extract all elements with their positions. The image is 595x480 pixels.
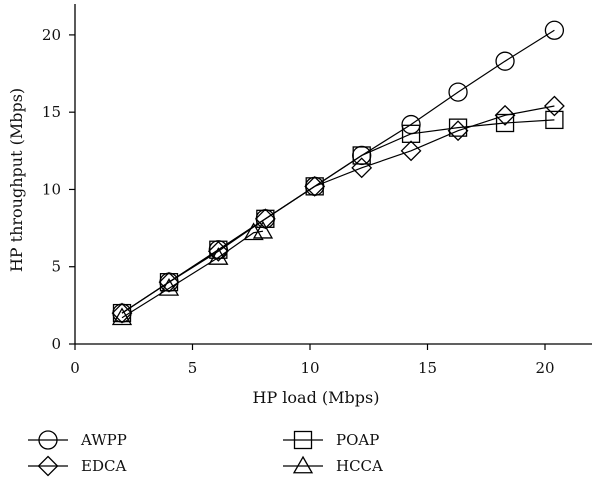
legend-marker-awpp [38,430,58,450]
plot-area [111,20,565,326]
series-edca [111,95,565,324]
data-point-poap [545,110,564,130]
data-point-poap [352,146,371,165]
x-tick-label: 0 [70,359,80,377]
y-tick-label: 0 [51,335,61,353]
legend-marker-hcca [292,455,314,474]
series-awpp [112,20,565,323]
data-point-edca [351,157,373,179]
x-tick-label: 5 [188,359,198,377]
legend-item-edca: EDCA [28,455,126,477]
data-point-awpp [448,82,468,102]
y-tick-label: 10 [42,180,61,198]
legend-item-poap: POAP [283,430,379,450]
data-point-edca [400,140,422,162]
series-line-edca [121,105,555,314]
x-tick-label: 20 [535,359,554,377]
data-point-edca [494,104,516,126]
legend-label-poap: POAP [336,431,379,449]
data-point-hcca [158,278,180,296]
legend-item-awpp: AWPP [28,430,127,450]
data-point-hcca [111,307,133,326]
y-axis-title: HP throughput (Mbps) [7,88,26,272]
x-tick-label: 15 [418,359,437,377]
legend-label-awpp: AWPP [80,431,127,449]
y-tick-label: 15 [42,103,61,121]
data-point-edca [254,208,276,230]
y-tick-label: 5 [51,258,61,276]
series-hcca [111,220,274,326]
x-axis-title: HP load (Mbps) [253,388,380,407]
series-line-poap [121,119,555,314]
legend-label-hcca: HCCA [336,457,383,475]
data-point-hcca [252,220,274,239]
data-point-awpp [544,20,565,40]
data-point-poap [305,177,324,196]
series-poap [112,110,564,323]
data-point-poap [401,124,421,143]
data-point-poap [159,273,179,292]
legend: AWPP POAP EDCA HCCA [28,430,383,477]
axes: 0 5 10 15 20 0 5 10 15 20 [42,4,592,377]
legend-label-edca: EDCA [81,457,126,475]
data-point-edca [207,240,229,262]
data-point-awpp [495,51,515,71]
data-point-edca [304,175,326,197]
legend-item-hcca: HCCA [283,455,383,475]
data-point-hcca [208,247,229,265]
data-point-edca [111,302,133,324]
legend-marker-poap [293,430,313,450]
series-line-hcca [121,230,264,319]
data-point-edca [447,120,469,142]
axis-labels: HP load (Mbps) HP throughput (Mbps) [7,88,379,407]
x-tick-label: 10 [300,359,319,377]
data-point-edca [158,271,180,293]
data-point-poap [495,113,515,133]
legend-marker-edca [37,455,59,477]
data-point-edca [543,95,565,117]
y-tick-label: 20 [42,26,61,44]
